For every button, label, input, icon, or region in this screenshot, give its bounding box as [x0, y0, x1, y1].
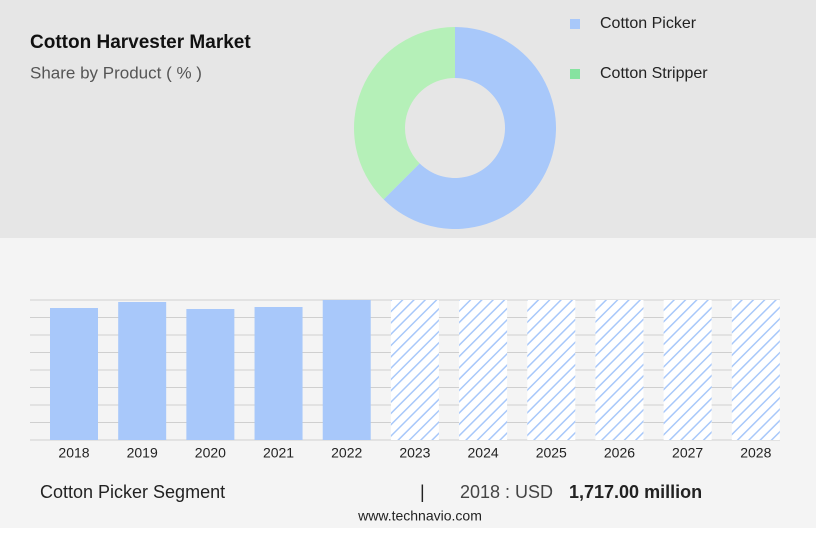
forecast-placeholder: [663, 300, 712, 440]
x-tick-label: 2025: [536, 445, 567, 461]
x-tick-label: 2019: [127, 445, 158, 461]
pie-slice: [383, 27, 556, 229]
footer-value: 1,717.00 million: [569, 482, 702, 502]
x-tick-label: 2020: [195, 445, 226, 461]
footer-year: 2018 : USD: [460, 482, 553, 502]
forecast-placeholder: [595, 300, 644, 440]
chart-subtitle: Share by Product ( % ): [30, 63, 202, 82]
forecast-placeholder: [390, 300, 439, 440]
x-tick-label: 2022: [331, 445, 362, 461]
x-tick-label: 2024: [468, 445, 499, 461]
forecast-placeholder: [459, 300, 508, 440]
x-tick-label: 2028: [740, 445, 771, 461]
chart-title: Cotton Harvester Market: [30, 32, 251, 53]
forecast-placeholder: [527, 300, 576, 440]
x-tick-label: 2018: [58, 445, 89, 461]
forecast-placeholder: [731, 300, 780, 440]
pie-slice: [353, 27, 455, 200]
footer-separator: |: [420, 482, 425, 502]
legend-label: Cotton Stripper: [600, 65, 708, 82]
x-tick-label: 2023: [399, 445, 430, 461]
bar: [186, 308, 235, 440]
x-tick-label: 2026: [604, 445, 635, 461]
x-tick-label: 2021: [263, 445, 294, 461]
bar: [118, 301, 167, 440]
bar: [50, 307, 98, 440]
footer-source: www.technavio.com: [357, 508, 482, 524]
legend-label: Cotton Picker: [600, 15, 697, 32]
x-tick-label: 2027: [672, 445, 703, 461]
footer-segment: Cotton Picker Segment: [40, 482, 225, 502]
legend-swatch: [570, 69, 580, 79]
bar: [254, 306, 303, 440]
bar: [322, 300, 371, 440]
legend-swatch: [570, 19, 580, 29]
